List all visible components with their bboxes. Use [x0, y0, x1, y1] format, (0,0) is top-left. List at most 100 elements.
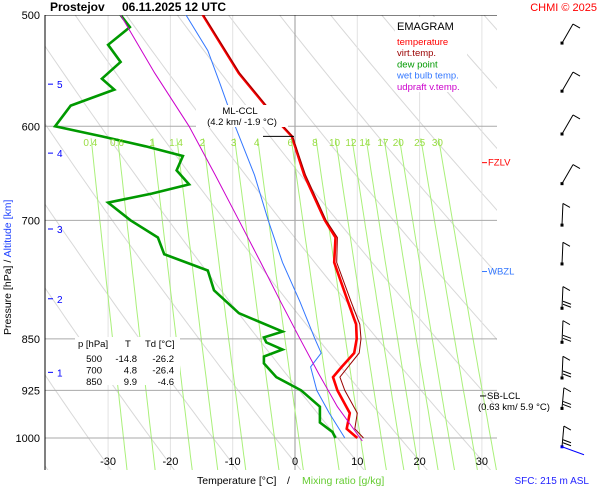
table-cell: 4.8	[124, 366, 137, 377]
altitude-label: 2	[57, 295, 63, 306]
dry-adiabat	[45, 287, 175, 470]
legend-item: temperature	[397, 37, 448, 48]
y-tick-label: 700	[22, 215, 40, 227]
dry-adiabat	[45, 122, 302, 470]
ml-ccl-bg	[196, 105, 288, 127]
table-header: T	[125, 339, 131, 350]
dry-adiabat	[381, 15, 497, 150]
y-tick-label: 500	[22, 10, 40, 22]
mixing-ratio-label: 14	[359, 138, 371, 149]
dry-adiabat	[45, 45, 365, 470]
x-tick-label: 30	[476, 456, 488, 468]
mixing-ratio-label: 2	[200, 138, 206, 149]
wind-barb	[560, 23, 581, 45]
data-table-bg	[75, 337, 180, 385]
wind-barb	[560, 114, 581, 136]
dry-adiabat	[563, 0, 600, 474]
wind-barb	[560, 425, 585, 456]
series-dew-point	[52, 15, 337, 439]
dry-adiabat	[227, 15, 497, 341]
table-cell: -26.4	[152, 366, 174, 377]
y-axis-label2: Altitude [km]	[2, 200, 14, 258]
x-tick-label: 20	[413, 456, 425, 468]
mixing-ratio-line	[335, 138, 387, 470]
mixing-ratio-label: 20	[393, 138, 405, 149]
table-header: Td [°C]	[145, 339, 175, 350]
table-cell: 9.9	[124, 377, 137, 388]
wind-barb	[560, 203, 571, 227]
series-wet-bulb-temp-	[185, 15, 346, 439]
dry-adiabat	[45, 374, 112, 470]
mixing-ratio-line	[351, 138, 405, 470]
wind-barb	[560, 164, 581, 186]
series-virt-temp-	[202, 15, 364, 439]
mixing-ratio-label: 0.4	[83, 138, 97, 149]
x-tick-label: -10	[225, 456, 241, 468]
table-cell: 500	[86, 354, 102, 365]
mixing-ratio-label: 10	[329, 138, 341, 149]
mixing-ratio-label: 30	[432, 138, 444, 149]
table-cell: -26.2	[152, 354, 174, 365]
sb-lcl-label: SB-LCL	[487, 391, 520, 402]
altitude-label: 4	[57, 149, 63, 160]
altitude-label: 1	[57, 368, 63, 379]
table-cell: 700	[86, 366, 102, 377]
legend-item: wet bulb temp.	[396, 71, 459, 82]
legend-item: virt.temp.	[397, 48, 436, 59]
copyright: CHMI © 2025	[530, 2, 597, 14]
labels-layer: 0.4 0.6 1 1.4 2 3 4 6 8 10 12 14 17 20 25 3050060070085…	[2, 0, 597, 487]
wind-barb	[560, 320, 572, 344]
mixing-ratio-line	[234, 138, 280, 470]
mixing-ratio-line	[202, 138, 247, 470]
legend-title: EMAGRAM	[397, 21, 454, 33]
table-cell: -4.6	[158, 377, 174, 388]
altitude-label: 3	[57, 225, 63, 236]
x-tick-label: 0	[292, 456, 298, 468]
y-axis-label: Pressure [hPa] / Altitude [km]	[2, 200, 14, 335]
x-axis-label2: Mixing ratio [g/kg]	[302, 475, 384, 487]
wind-barb	[560, 387, 572, 410]
mixing-ratio-label: 8	[312, 138, 318, 149]
mixing-ratio-line	[117, 138, 156, 470]
dry-adiabat	[278, 15, 497, 275]
y-tick-label: 925	[22, 385, 40, 397]
ml-ccl-detail: (4.2 km/ -1.9 °C)	[207, 117, 277, 128]
y-tick-label: 850	[22, 334, 40, 346]
wind-barb	[560, 355, 572, 380]
mixing-ratio-label: 1.4	[169, 138, 183, 149]
x-axis-label: Temperature [°C]	[197, 475, 277, 487]
mixing-ratio-line	[315, 138, 366, 470]
table-cell: 850	[86, 377, 102, 388]
dry-adiabat	[45, 203, 239, 470]
series-udpraft-v-temp-	[120, 15, 363, 442]
series-layer	[52, 15, 364, 442]
y-tick-label: 600	[22, 121, 40, 133]
legend-box	[395, 17, 467, 92]
mixing-ratio-label: 1	[149, 138, 155, 149]
mixing-ratio-line	[90, 138, 128, 470]
wbzl-label: WBZL	[488, 267, 514, 278]
surface-height: SFC: 215 m ASL	[515, 476, 590, 487]
wind-barb	[560, 241, 571, 266]
mixing-ratio-line	[257, 138, 304, 470]
mixing-ratio-label: 17	[377, 138, 389, 149]
mixing-ratio-line	[398, 138, 455, 470]
dry-adiabat	[329, 15, 497, 211]
ml-ccl-label: ML-CCL	[222, 106, 257, 117]
mixing-ratio-label: 0.6	[110, 138, 124, 149]
sb-lcl-detail: (0.63 km/ 5.9 °C)	[478, 402, 550, 413]
mixing-ratio-label: 6	[287, 138, 293, 149]
x-axis-sep: /	[287, 475, 290, 487]
x-tick-label: -30	[100, 456, 116, 468]
x-tick-label: -20	[162, 456, 178, 468]
dry-adiabat	[125, 15, 492, 470]
table-cell: -14.8	[115, 354, 137, 365]
mixing-ratio-line	[176, 138, 219, 470]
table-header: p [hPa]	[78, 339, 108, 350]
mixing-ratio-line	[290, 138, 340, 470]
wind-barb	[560, 71, 581, 93]
altitude-label: 5	[57, 80, 63, 91]
mixing-ratio-line	[365, 138, 420, 470]
mixing-ratio-line	[383, 138, 439, 470]
